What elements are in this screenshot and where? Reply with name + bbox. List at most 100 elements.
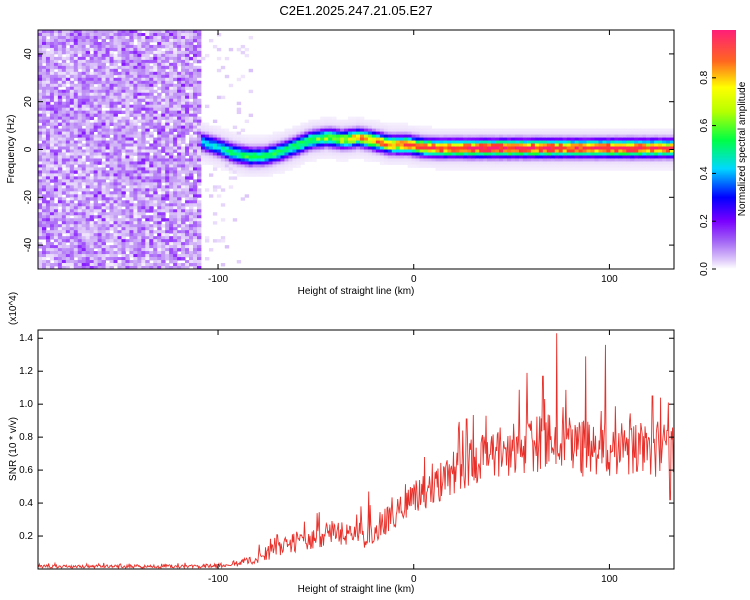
spectrogram-cell [499,143,504,147]
spectrogram-cell [81,194,87,198]
spectrogram-cell [618,164,623,168]
spectrogram-cell [193,161,198,165]
spectrogram-cell [61,104,67,109]
spectrogram-cell [181,146,186,150]
spectrogram-cell [101,182,106,186]
spectrogram-cell [165,173,170,177]
spectrogram-cell [606,128,611,132]
spectrogram-cell [447,140,452,144]
spectrogram-cell [395,152,401,156]
spectrogram-cell [73,239,79,243]
spectrogram-cell [189,176,194,180]
spectrogram-cell [185,35,190,40]
spectrogram-cell [65,125,71,129]
spectrogram-cell [81,80,87,85]
spectrogram-cell [113,140,118,144]
spectrogram-cell [363,137,369,141]
spectrogram-cell [121,50,126,55]
spectrogram-cell [542,149,548,153]
spectrogram-cell [459,143,464,147]
spectrogram-cell [173,113,178,118]
spectrogram-cell [49,155,55,159]
spectrogram-cell [185,30,190,34]
spectrogram-cell [431,155,436,159]
spectrogram-cell [73,35,79,40]
spectrogram-cell [578,128,583,132]
spectrogram-cell [288,128,293,132]
spectrogram-cell [97,59,103,64]
spectrogram-cell [101,53,106,58]
spectrogram-cell [356,116,361,121]
colorbar-tick-label: 0.0 [699,262,710,276]
spectrogram-cell [161,164,166,168]
spectrogram-cell [153,107,158,112]
spectrogram-cell [189,137,194,141]
spectrogram-cell [546,146,552,150]
spectrogram-cell [590,134,595,138]
spectrogram-cell [77,227,83,231]
spectrogram-cell [169,83,174,88]
spectrogram-cell [173,44,178,49]
spectrogram-cell [558,143,564,147]
spectrogram-cell [93,224,99,228]
spectrogram-cell [157,263,162,267]
spectrogram-cell [578,137,583,141]
spectrogram-cell [634,131,639,135]
spectrogram-cell [97,35,103,40]
spectrogram-cell [479,146,484,150]
spectrogram-cell [149,59,154,64]
spectrogram-cell [85,47,91,52]
spectrogram-cell [570,131,576,135]
spectrogram-cell [197,233,202,237]
spectrogram-cell [411,128,417,132]
spectrogram-cell [149,116,154,121]
spectrogram-cell [77,119,83,124]
spectrogram-cell [125,260,130,264]
spectrogram-cell [276,158,281,162]
spectrogram-cell [57,194,63,198]
spectrogram-cell [137,260,142,264]
spectrogram-cell [216,47,222,52]
spectrogram-cell [49,233,55,237]
spectrogram-cell [101,209,106,213]
spectrogram-cell [403,143,409,147]
spectrogram-cell [109,155,114,159]
spectrogram-cell [85,137,91,141]
spectrogram-cell [41,266,47,269]
spectrogram-cell [443,128,448,132]
spectrogram-cell [169,38,174,43]
spectrogram-cell [57,236,63,240]
spectrogram-cell [618,128,623,132]
spectrogram-cell [38,254,43,258]
spectrogram-cell [197,194,202,198]
spectrogram-cell [379,152,385,156]
spectrogram-cell [73,53,79,58]
spectrogram-cell [590,167,595,171]
spectrogram-cell [165,146,170,150]
spectrogram-cell [149,80,154,85]
spectrogram-cell [264,140,269,144]
spectrogram-cell [411,164,417,168]
spectrogram-cell [487,152,492,156]
spectrogram-cell [618,149,623,153]
spectrogram-cell [137,143,142,147]
spectrogram-cell [49,47,55,52]
spectrogram-cell [101,110,106,115]
spectrogram-cell [121,164,126,168]
spectrogram-cell [197,188,202,192]
spectrogram-cell [125,98,130,103]
spectrogram-cell [157,116,162,121]
spectrogram-cell [41,260,47,264]
spectrogram-cell [57,257,63,261]
spectrogram-cell [185,65,190,70]
spectrogram-cell [614,131,619,135]
spectrogram-cell [53,104,59,109]
spectrogram-cell [38,245,43,249]
spectrogram-cell [153,74,158,79]
spectrogram-cell [125,224,130,228]
spectrogram-cell [459,149,464,153]
spectrogram-cell [129,83,134,88]
spectrogram-cell [566,161,572,165]
spectrogram-cell [654,161,659,165]
spectrogram-cell [141,74,146,79]
